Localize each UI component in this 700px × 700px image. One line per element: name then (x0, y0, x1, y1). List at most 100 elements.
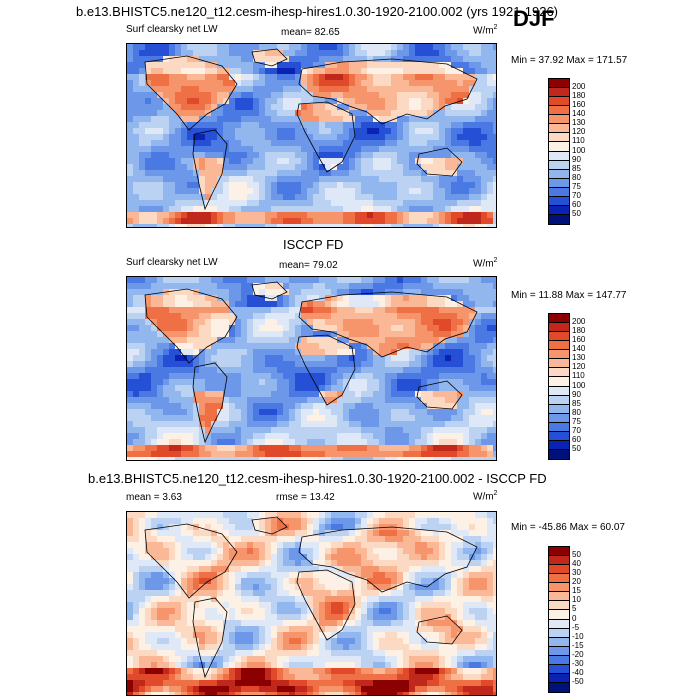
field-cell (331, 80, 338, 87)
field-cell (127, 182, 134, 189)
field-cell (379, 596, 386, 603)
field-cell (427, 331, 434, 338)
field-cell (127, 80, 134, 87)
field-cell (193, 349, 200, 356)
field-cell (247, 176, 254, 183)
field-cell (313, 518, 320, 525)
field-cell (295, 319, 302, 326)
field-cell (229, 218, 236, 225)
field-cell (373, 128, 380, 135)
field-cell (277, 379, 284, 386)
field-cell (325, 283, 332, 290)
field-cell (217, 355, 224, 362)
field-cell (175, 98, 182, 105)
field-cell (487, 194, 494, 201)
field-cell (283, 80, 290, 87)
field-cell (391, 182, 398, 189)
field-cell (439, 415, 446, 422)
field-cell (151, 566, 158, 573)
field-cell (439, 307, 446, 314)
field-cell (247, 596, 254, 603)
field-cell (253, 182, 260, 189)
field-cell (169, 566, 176, 573)
field-cell (325, 409, 332, 416)
field-cell (295, 608, 302, 615)
field-cell (139, 218, 146, 225)
field-cell (169, 596, 176, 603)
field-cell (463, 572, 470, 579)
field-cell (259, 542, 266, 549)
field-cell (193, 560, 200, 567)
field-cell (199, 415, 206, 422)
field-cell (283, 128, 290, 135)
field-cell (133, 319, 140, 326)
field-cell (475, 343, 482, 350)
field-cell (421, 337, 428, 344)
field-cell (145, 439, 152, 446)
field-cell (223, 602, 230, 609)
field-cell (223, 319, 230, 326)
field-cell (427, 289, 434, 296)
field-cell (397, 110, 404, 117)
field-cell (481, 68, 488, 75)
field-cell (445, 584, 452, 591)
panel3-units: W/m2 (473, 490, 498, 503)
field-cell (157, 536, 164, 543)
field-cell (265, 218, 272, 225)
field-cell (295, 367, 302, 374)
field-cell (271, 548, 278, 555)
field-cell (265, 50, 272, 57)
field-cell (259, 349, 266, 356)
field-cell (265, 80, 272, 87)
field-cell (379, 385, 386, 392)
field-cell (217, 122, 224, 129)
field-cell (277, 361, 284, 368)
field-cell (277, 62, 284, 69)
field-cell (241, 433, 248, 440)
field-cell (205, 146, 212, 153)
field-cell (151, 325, 158, 332)
field-cell (133, 104, 140, 111)
field-cell (325, 116, 332, 123)
field-cell (295, 548, 302, 555)
field-cell (349, 170, 356, 177)
field-cell (187, 74, 194, 81)
field-cell (157, 277, 164, 284)
field-cell (313, 421, 320, 428)
field-cell (463, 536, 470, 543)
field-cell (379, 313, 386, 320)
panel2-map (126, 276, 497, 461)
field-cell (373, 98, 380, 105)
field-cell (193, 578, 200, 585)
field-cell (391, 433, 398, 440)
field-cell (397, 512, 404, 519)
field-cell (421, 331, 428, 338)
field-cell (277, 158, 284, 165)
field-cell (307, 325, 314, 332)
field-cell (181, 596, 188, 603)
field-cell (313, 206, 320, 213)
field-cell (343, 283, 350, 290)
field-cell (241, 385, 248, 392)
field-cell (187, 457, 194, 460)
field-cell (469, 421, 476, 428)
field-cell (253, 152, 260, 159)
field-cell (199, 578, 206, 585)
field-cell (427, 367, 434, 374)
field-cell (439, 44, 446, 51)
field-cell (331, 134, 338, 141)
field-cell (445, 80, 452, 87)
field-cell (175, 451, 182, 458)
field-cell (337, 578, 344, 585)
field-cell (325, 596, 332, 603)
field-cell (145, 283, 152, 290)
field-cell (289, 548, 296, 555)
field-cell (157, 361, 164, 368)
field-cell (217, 307, 224, 314)
field-cell (445, 391, 452, 398)
colorbar-box (549, 124, 569, 134)
field-cell (259, 524, 266, 531)
field-cell (295, 560, 302, 567)
field-cell (187, 343, 194, 350)
field-cell (193, 176, 200, 183)
